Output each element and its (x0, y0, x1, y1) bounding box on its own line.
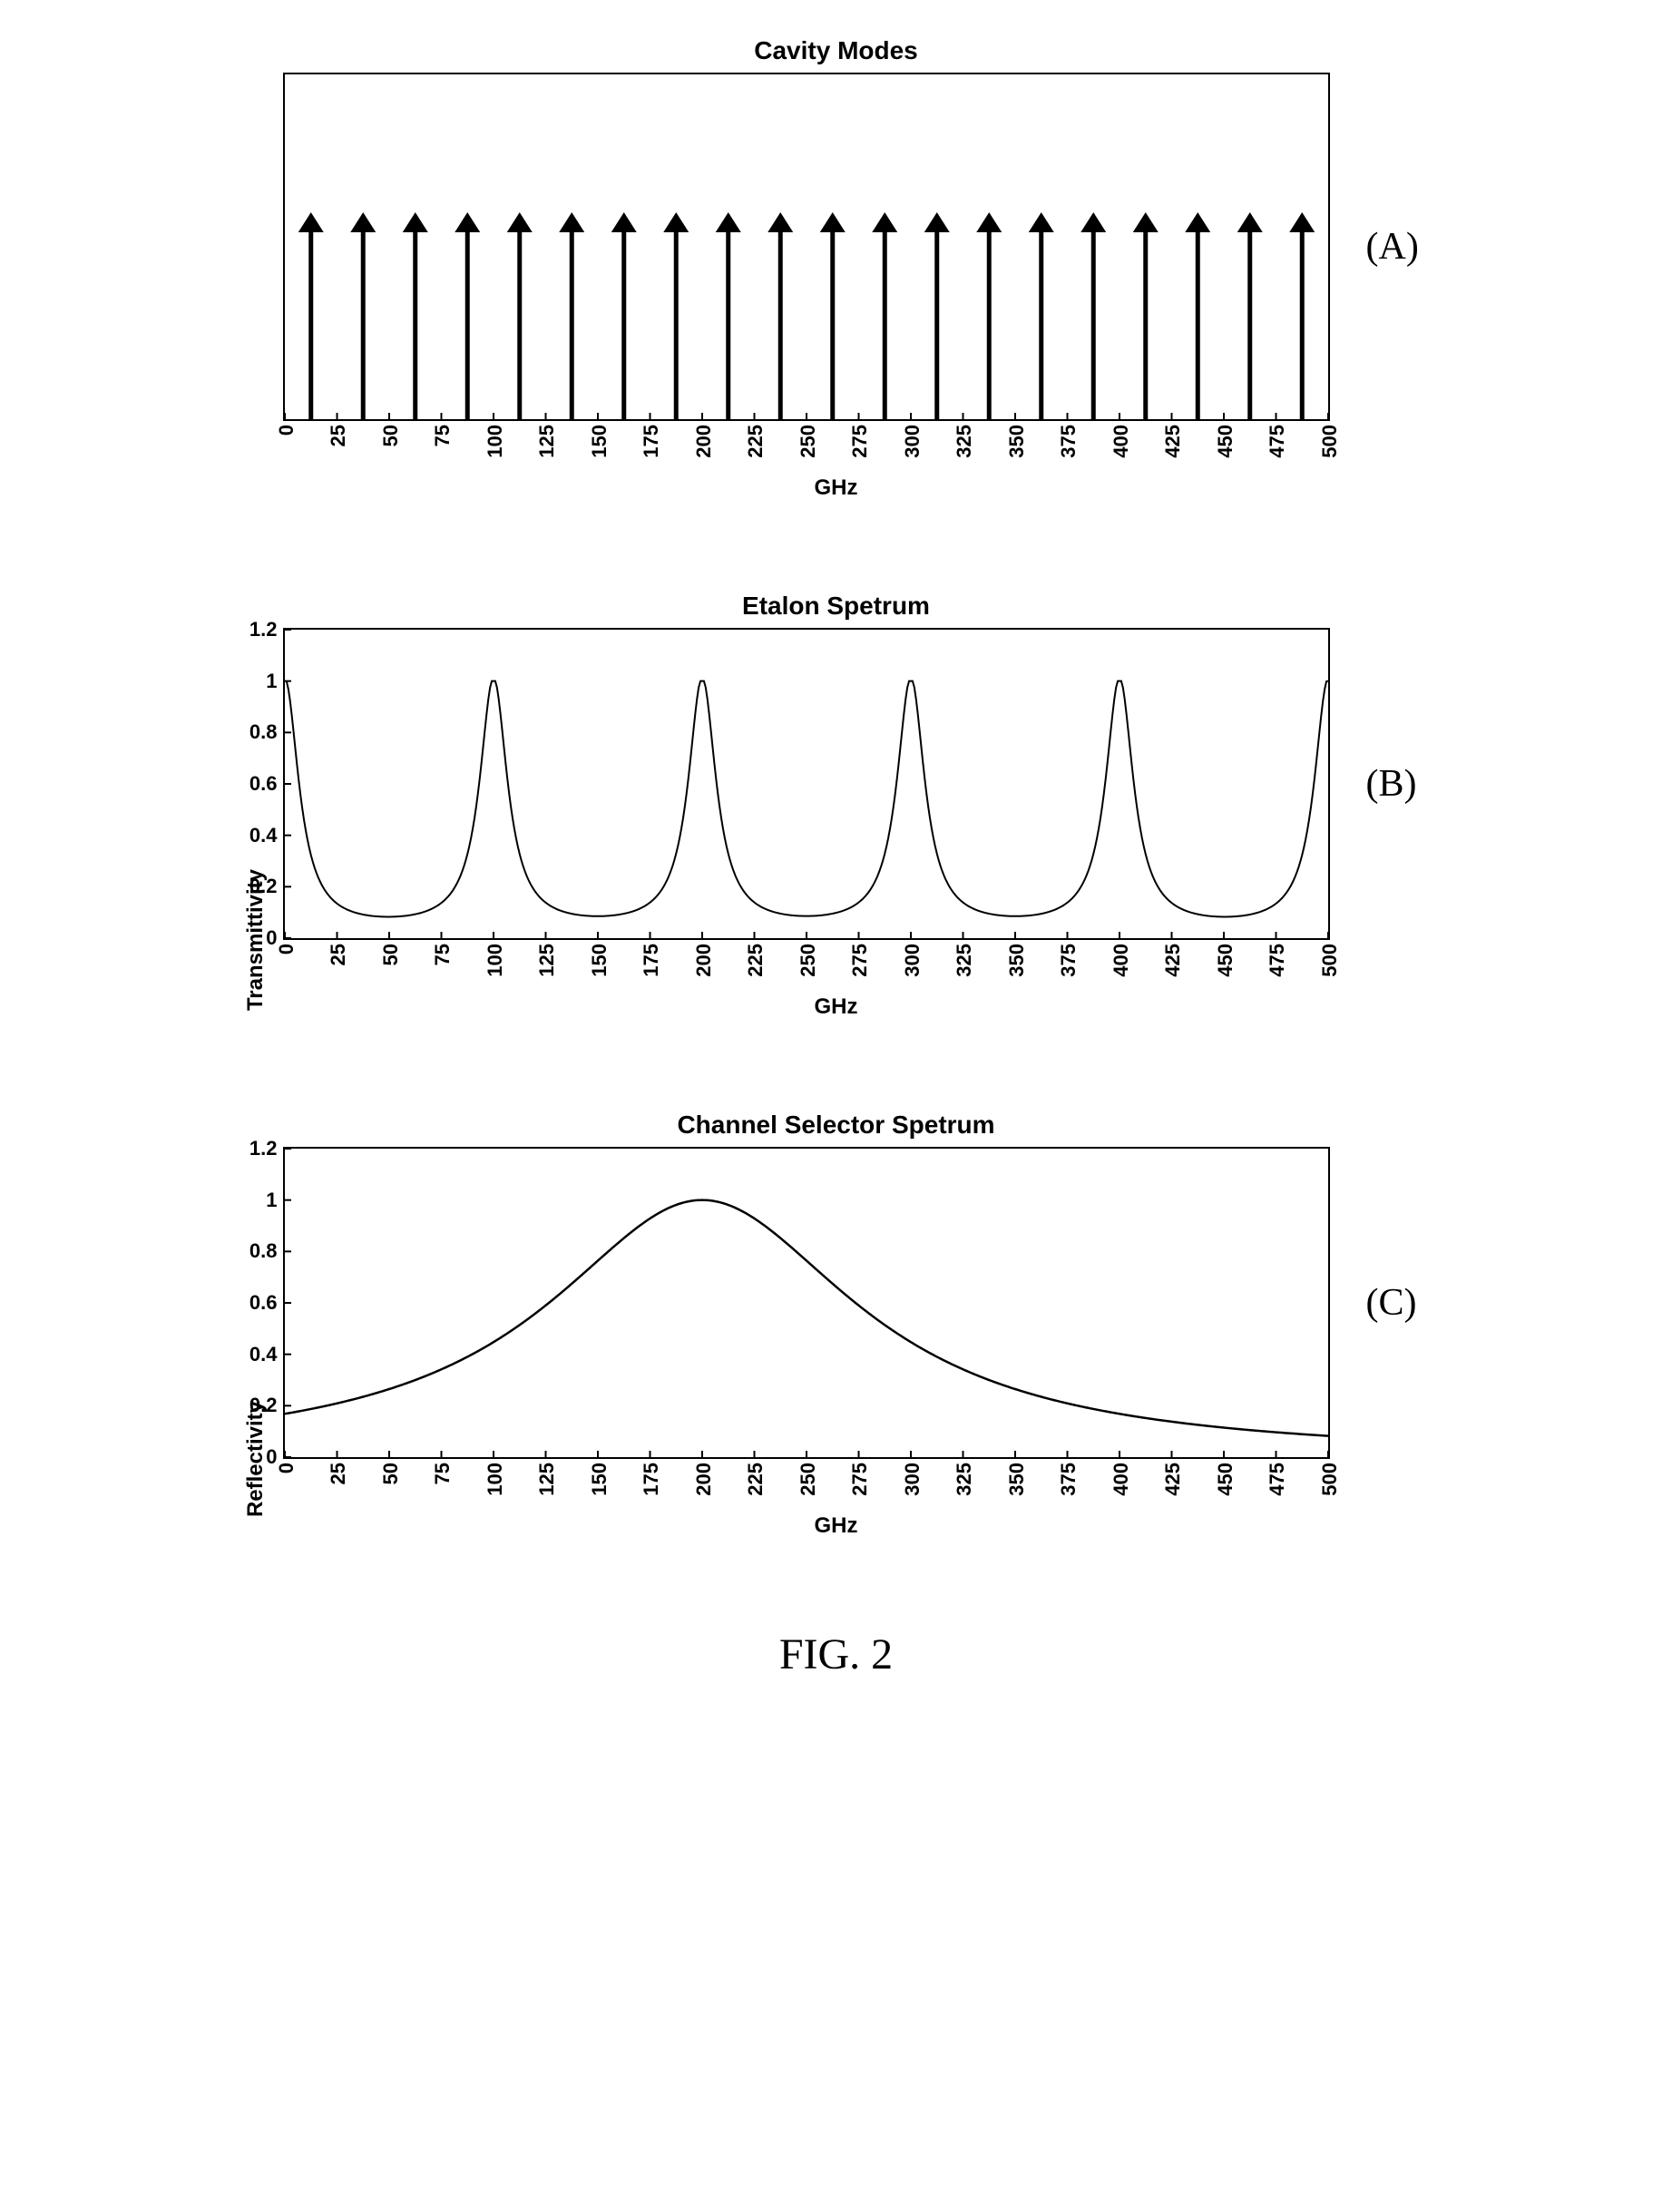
xtick-label: 450 (1214, 1463, 1237, 1496)
xtick-label: 50 (379, 1463, 403, 1484)
panel-b-title: Etalon Spetrum (201, 592, 1472, 621)
panel-a: Cavity Modes 025507510012515017520022525… (201, 36, 1472, 501)
xtick-label: 125 (535, 425, 559, 458)
xtick-label: 275 (848, 425, 872, 458)
xtick-label: 225 (744, 944, 768, 977)
xtick-label: 100 (484, 1463, 507, 1496)
xtick-label: 375 (1057, 425, 1080, 458)
panel-c-title: Channel Selector Spetrum (201, 1111, 1472, 1140)
xtick-label: 100 (484, 425, 507, 458)
xtick-label: 175 (640, 944, 663, 977)
xtick-label: 25 (327, 944, 350, 965)
xtick-label: 475 (1266, 1463, 1289, 1496)
xtick-label: 200 (692, 425, 716, 458)
xtick-label: 25 (327, 1463, 350, 1484)
xtick-label: 350 (1005, 425, 1029, 458)
xtick-label: 150 (588, 944, 611, 977)
panel-c-plot: 00.20.40.60.811.202550751001251501752002… (283, 1147, 1330, 1459)
figure-2: Cavity Modes 025507510012515017520022525… (201, 36, 1472, 1679)
xtick-label: 475 (1266, 944, 1289, 977)
panel-b: Etalon Spetrum Transmittivity 00.20.40.6… (201, 592, 1472, 1020)
xtick-label: 300 (901, 425, 924, 458)
xtick-label: 75 (431, 1463, 455, 1484)
xtick-label: 25 (327, 425, 350, 446)
xtick-label: 425 (1161, 944, 1185, 977)
ytick-label: 0.8 (249, 1239, 278, 1263)
xtick-label: 225 (744, 425, 768, 458)
ytick-label: 0.2 (249, 875, 278, 898)
xtick-label: 475 (1266, 425, 1289, 458)
panel-b-plot: 00.20.40.60.811.202550751001251501752002… (283, 628, 1330, 940)
ytick-label: 0.6 (249, 1291, 278, 1315)
xtick-label: 325 (953, 944, 976, 977)
xtick-label: 100 (484, 944, 507, 977)
ytick-label: 0.8 (249, 720, 278, 744)
xtick-label: 125 (535, 944, 559, 977)
figure-caption: FIG. 2 (201, 1630, 1472, 1679)
xtick-label: 250 (797, 1463, 820, 1496)
xtick-label: 0 (275, 425, 298, 436)
panel-b-letter: (B) (1366, 762, 1417, 806)
panel-b-xlabel: GHz (201, 994, 1472, 1020)
xtick-label: 500 (1318, 1463, 1342, 1496)
ytick-label: 0.4 (249, 824, 278, 847)
xtick-label: 175 (640, 425, 663, 458)
xtick-label: 500 (1318, 944, 1342, 977)
xtick-label: 150 (588, 425, 611, 458)
panel-c-letter: (C) (1366, 1281, 1417, 1325)
xtick-label: 350 (1005, 944, 1029, 977)
xtick-label: 200 (692, 1463, 716, 1496)
xtick-label: 275 (848, 944, 872, 977)
xtick-label: 375 (1057, 1463, 1080, 1496)
xtick-label: 425 (1161, 1463, 1185, 1496)
xtick-label: 150 (588, 1463, 611, 1496)
panel-c: Channel Selector Spetrum Reflectivity 00… (201, 1111, 1472, 1539)
panel-c-xlabel: GHz (201, 1513, 1472, 1539)
xtick-label: 325 (953, 425, 976, 458)
xtick-label: 75 (431, 944, 455, 965)
xtick-label: 500 (1318, 425, 1342, 458)
ytick-label: 1.2 (249, 1137, 278, 1160)
xtick-label: 175 (640, 1463, 663, 1496)
xtick-label: 250 (797, 425, 820, 458)
xtick-label: 225 (744, 1463, 768, 1496)
xtick-label: 200 (692, 944, 716, 977)
xtick-label: 250 (797, 944, 820, 977)
ytick-label: 1 (266, 670, 277, 693)
xtick-label: 400 (1110, 944, 1133, 977)
panel-a-title: Cavity Modes (201, 36, 1472, 65)
xtick-label: 300 (901, 1463, 924, 1496)
xtick-label: 375 (1057, 944, 1080, 977)
xtick-label: 425 (1161, 425, 1185, 458)
xtick-label: 125 (535, 1463, 559, 1496)
ytick-label: 0.2 (249, 1394, 278, 1417)
panel-a-letter: (A) (1366, 225, 1419, 269)
xtick-label: 300 (901, 944, 924, 977)
xtick-label: 350 (1005, 1463, 1029, 1496)
xtick-label: 275 (848, 1463, 872, 1496)
ytick-label: 0.4 (249, 1343, 278, 1366)
xtick-label: 0 (275, 1463, 298, 1473)
panel-a-plot: 0255075100125150175200225250275300325350… (283, 73, 1330, 421)
xtick-label: 325 (953, 1463, 976, 1496)
xtick-label: 450 (1214, 944, 1237, 977)
ytick-label: 0.6 (249, 772, 278, 796)
xtick-label: 0 (275, 944, 298, 954)
xtick-label: 75 (431, 425, 455, 446)
xtick-label: 50 (379, 944, 403, 965)
xtick-label: 400 (1110, 1463, 1133, 1496)
xtick-label: 400 (1110, 425, 1133, 458)
panel-a-xlabel: GHz (201, 475, 1472, 501)
ytick-label: 1 (266, 1189, 277, 1212)
xtick-label: 50 (379, 425, 403, 446)
xtick-label: 450 (1214, 425, 1237, 458)
ytick-label: 1.2 (249, 618, 278, 641)
